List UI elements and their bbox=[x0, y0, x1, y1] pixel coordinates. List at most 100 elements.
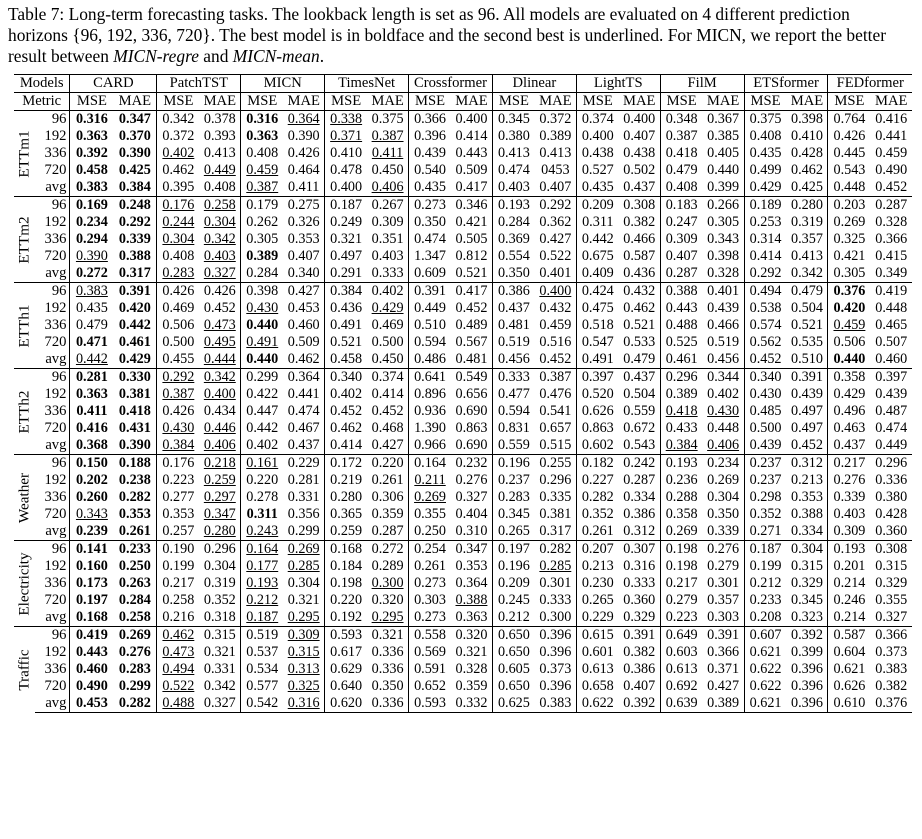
value-cell: 0.400 bbox=[618, 110, 661, 128]
value-cell: 0.328 bbox=[875, 214, 908, 230]
value-cell: 0.450 bbox=[371, 351, 404, 367]
value-cell: 0.427 bbox=[371, 437, 404, 453]
value-cell: 0.419 bbox=[870, 282, 912, 300]
value-cell: 0.410 bbox=[324, 145, 368, 162]
value-cell: 0.213 bbox=[791, 472, 823, 488]
value-cell: 0.384 bbox=[156, 437, 200, 455]
value-cell: 0.402 bbox=[240, 437, 284, 455]
value-cell: 0.509 bbox=[455, 162, 488, 178]
value-cell: 0.300 bbox=[371, 575, 404, 591]
value-cell: 0.319 bbox=[791, 214, 823, 230]
value-cell: 0.236 bbox=[659, 472, 703, 489]
value-cell: 0.641 bbox=[408, 368, 451, 386]
value-cell: 0.318 bbox=[203, 609, 236, 625]
value-cell: 0.500 bbox=[743, 420, 787, 437]
value-cell: 0.603 bbox=[659, 644, 703, 661]
value-cell: 0.626 bbox=[827, 678, 871, 695]
value-cell: 0.407 bbox=[287, 248, 320, 264]
value-cell: 0.198 bbox=[659, 558, 703, 575]
value-cell: 0.433 bbox=[659, 420, 703, 437]
table-row: 720 0.343 0.353 0.353 0.347 0.311 0.356 0.365 0.… bbox=[14, 506, 912, 523]
value-cell: 0.271 bbox=[743, 523, 787, 541]
value-cell: 0.448 bbox=[875, 300, 908, 316]
value-cell: 0.452 bbox=[743, 351, 787, 369]
value-cell: 0.214 bbox=[827, 609, 871, 627]
value-cell: 0.442 bbox=[69, 351, 114, 369]
value-cell: 0.405 bbox=[707, 145, 740, 161]
value-cell: 0.261 bbox=[575, 523, 619, 541]
value-cell: 0.413 bbox=[539, 145, 572, 161]
value-cell: 0.352 bbox=[575, 506, 619, 523]
metric-mse: MSE bbox=[827, 92, 871, 111]
metric-mse: MSE bbox=[491, 92, 535, 111]
value-cell: 0.391 bbox=[702, 626, 745, 644]
model-header-dlinear: Dlinear bbox=[491, 74, 577, 93]
value-cell: 0.392 bbox=[69, 145, 114, 162]
value-cell: 0.366 bbox=[870, 626, 912, 644]
value-cell: 0.212 bbox=[491, 609, 535, 627]
horizon-cell: 336 bbox=[44, 489, 67, 505]
value-cell: 0.395 bbox=[156, 179, 200, 197]
value-cell: 0.455 bbox=[156, 351, 200, 369]
value-cell: 0.587 bbox=[827, 626, 871, 644]
metric-mae: MAE bbox=[702, 92, 745, 111]
table-row: 192 0.435 0.420 0.469 0.452 0.430 0.453 0.436 0.… bbox=[14, 300, 912, 317]
value-cell: 0.230 bbox=[575, 575, 619, 592]
value-cell: 0.432 bbox=[618, 282, 661, 300]
value-cell: 0.363 bbox=[455, 609, 488, 625]
value-cell: 0.429 bbox=[743, 179, 787, 197]
horizon-cell: 336 bbox=[44, 661, 67, 677]
value-cell: 0.594 bbox=[491, 403, 535, 420]
value-cell: 0.343 bbox=[69, 506, 114, 523]
value-cell: 0.198 bbox=[324, 575, 368, 592]
value-cell: 0.621 bbox=[743, 644, 787, 661]
value-cell: 0.652 bbox=[408, 678, 451, 695]
value-cell: 0.321 bbox=[287, 592, 320, 608]
value-cell: 0.426 bbox=[287, 145, 320, 161]
table-caption: Table 7: Long-term forecasting tasks. Th… bbox=[8, 4, 887, 66]
value-cell: 0.427 bbox=[707, 678, 740, 694]
horizon-cell: 720 bbox=[44, 248, 67, 264]
value-cell: 0.254 bbox=[408, 540, 451, 558]
value-cell: 0.276 bbox=[702, 540, 745, 558]
value-cell: 0.359 bbox=[371, 506, 404, 522]
value-cell: 0.282 bbox=[118, 489, 151, 505]
value-cell: 0.327 bbox=[199, 695, 241, 713]
value-cell: 0.269 bbox=[113, 626, 157, 644]
value-cell: 0.474 bbox=[408, 231, 451, 248]
value-cell: 0.309 bbox=[371, 214, 404, 230]
value-cell: 0.193 bbox=[491, 196, 535, 214]
value-cell: 0.351 bbox=[371, 231, 404, 247]
value-cell: 0.375 bbox=[743, 110, 787, 128]
value-cell: 0.321 bbox=[455, 644, 488, 660]
dataset-label-weather: Weather bbox=[14, 454, 35, 541]
model-header-patchtst: PatchTST bbox=[156, 74, 241, 93]
value-cell: 0.437 bbox=[623, 179, 656, 195]
value-cell: 0.234 bbox=[702, 454, 745, 472]
value-cell: 0.431 bbox=[118, 420, 151, 436]
value-cell: 0.172 bbox=[324, 454, 368, 472]
value-cell: 0.542 bbox=[240, 695, 284, 713]
value-cell: 0.491 bbox=[575, 351, 619, 369]
value-cell: 0.329 bbox=[875, 575, 908, 591]
value-cell: 0.459 bbox=[875, 145, 908, 161]
value-cell: 0.187 bbox=[324, 196, 368, 214]
value-cell: 0.622 bbox=[743, 661, 787, 678]
value-cell: 0.541 bbox=[539, 403, 572, 419]
value-cell: 0.272 bbox=[367, 540, 409, 558]
value-cell: 0.447 bbox=[240, 403, 284, 420]
value-cell: 0.460 bbox=[287, 317, 320, 333]
horizon-cell: 336 bbox=[44, 231, 67, 247]
value-cell: 0.259 bbox=[324, 523, 368, 541]
value-cell: 0.393 bbox=[203, 128, 236, 144]
value-cell: 0.400 bbox=[534, 282, 577, 300]
value-cell: 0.179 bbox=[240, 196, 284, 214]
value-cell: 0.216 bbox=[156, 609, 200, 627]
value-cell: 0.353 bbox=[156, 506, 200, 523]
value-cell: 0.437 bbox=[827, 437, 871, 455]
value-cell: 0.389 bbox=[702, 695, 745, 713]
value-cell: 0.298 bbox=[743, 489, 787, 506]
value-cell: 0.390 bbox=[287, 128, 320, 144]
value-cell: 0.199 bbox=[743, 558, 787, 575]
value-cell: 0.593 bbox=[408, 695, 451, 713]
